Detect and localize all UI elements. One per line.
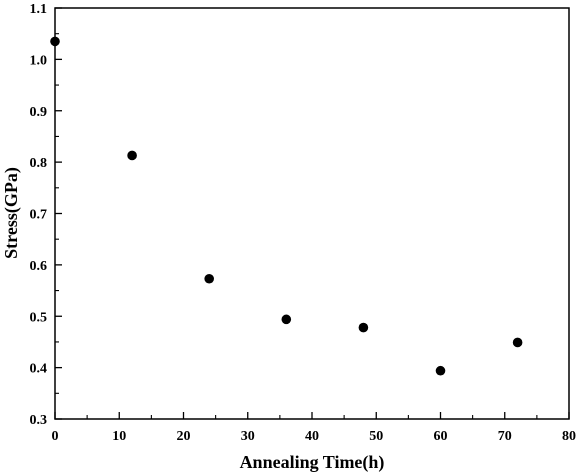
x-tick-label: 0 [52,429,59,444]
y-tick-label: 0.7 [30,208,48,223]
x-tick-label: 40 [305,429,319,444]
plot-frame [54,7,570,420]
y-tick-label: 0.8 [30,156,48,171]
data-point [358,322,369,333]
y-axis-title: Stress(GPa) [1,167,22,259]
y-tick-label: 0.3 [30,413,48,428]
x-axis-title: Annealing Time(h) [240,452,385,473]
y-tick-label: 0.4 [30,362,48,377]
x-tick-label: 50 [369,429,383,444]
data-point [281,314,292,325]
data-points [50,36,523,376]
y-tick-label: 0.6 [30,259,48,274]
y-tick-label: 1.0 [30,53,48,68]
y-tick-label: 0.9 [30,105,48,120]
x-tick-label: 70 [498,429,512,444]
data-point [50,36,60,47]
data-point [127,150,137,161]
x-tick-label: 30 [241,429,255,444]
x-tick-label: 20 [177,429,191,444]
data-point [512,337,523,348]
y-tick-label: 0.5 [30,310,48,325]
axis-ticks [54,7,570,420]
tick-labels: 0 10 20 30 40 50 60 70 80 0.3 0.4 0.5 0.6 0.7 0.8 0.9 1.… [30,2,576,444]
x-tick-label: 80 [562,429,576,444]
data-point [204,273,214,284]
x-tick-label: 10 [112,429,126,444]
y-tick-label: 1.1 [30,2,48,17]
data-point [435,365,446,376]
x-tick-label: 60 [434,429,448,444]
